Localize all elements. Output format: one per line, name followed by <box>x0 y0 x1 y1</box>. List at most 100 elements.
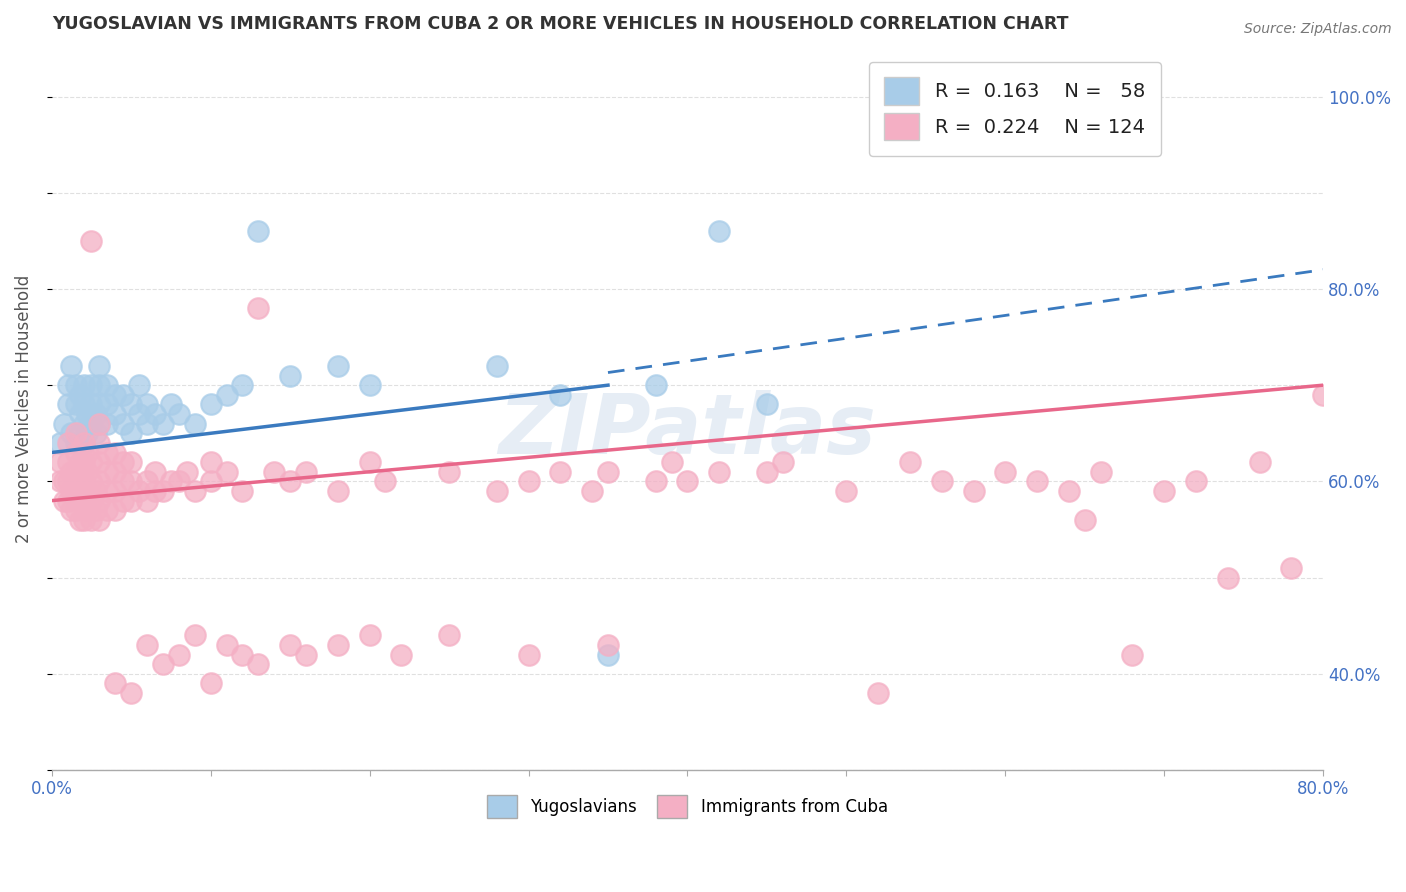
Point <box>76 483 98 498</box>
Point <box>485 483 508 498</box>
Point <box>128 407 150 421</box>
Point <box>931 475 953 489</box>
Point <box>56 397 79 411</box>
Point <box>550 388 572 402</box>
Point <box>104 483 127 498</box>
Point <box>1185 475 1208 489</box>
Point <box>104 445 127 459</box>
Point <box>772 455 794 469</box>
Point <box>644 378 666 392</box>
Point <box>143 407 166 421</box>
Point <box>644 475 666 489</box>
Text: YUGOSLAVIAN VS IMMIGRANTS FROM CUBA 2 OR MORE VEHICLES IN HOUSEHOLD CORRELATION : YUGOSLAVIAN VS IMMIGRANTS FROM CUBA 2 OR… <box>52 15 1069 33</box>
Point <box>80 475 103 489</box>
Point <box>184 417 207 431</box>
Point <box>96 397 118 411</box>
Point <box>112 493 135 508</box>
Point <box>65 445 87 459</box>
Point <box>128 483 150 498</box>
Point <box>437 628 460 642</box>
Point <box>374 475 396 489</box>
Point <box>120 475 142 489</box>
Point <box>136 475 159 489</box>
Point <box>1057 483 1080 498</box>
Point <box>389 648 412 662</box>
Point <box>80 493 103 508</box>
Point <box>437 465 460 479</box>
Point <box>84 407 107 421</box>
Point <box>84 426 107 441</box>
Point <box>278 368 301 383</box>
Point <box>80 513 103 527</box>
Point <box>152 483 174 498</box>
Point <box>167 475 190 489</box>
Point <box>56 378 79 392</box>
Point <box>80 455 103 469</box>
Point <box>596 465 619 479</box>
Point <box>898 455 921 469</box>
Point <box>176 465 198 479</box>
Point <box>65 503 87 517</box>
Point <box>1121 648 1143 662</box>
Point <box>89 417 111 431</box>
Point <box>231 378 253 392</box>
Point <box>231 483 253 498</box>
Point <box>72 436 94 450</box>
Point <box>69 426 91 441</box>
Point <box>65 465 87 479</box>
Point <box>69 475 91 489</box>
Point <box>755 397 778 411</box>
Point <box>72 436 94 450</box>
Point <box>485 359 508 373</box>
Point <box>676 475 699 489</box>
Point <box>69 455 91 469</box>
Point <box>1153 483 1175 498</box>
Point <box>89 359 111 373</box>
Point <box>359 628 381 642</box>
Point <box>835 483 858 498</box>
Point <box>160 397 183 411</box>
Point <box>1249 455 1271 469</box>
Point <box>247 301 270 316</box>
Point <box>550 465 572 479</box>
Point <box>596 638 619 652</box>
Point <box>326 638 349 652</box>
Point <box>1026 475 1049 489</box>
Point <box>200 676 222 690</box>
Point <box>89 417 111 431</box>
Point <box>104 465 127 479</box>
Point <box>104 503 127 517</box>
Point <box>1216 571 1239 585</box>
Point <box>76 407 98 421</box>
Point <box>48 475 70 489</box>
Point <box>120 426 142 441</box>
Point <box>65 483 87 498</box>
Point <box>59 426 82 441</box>
Point <box>69 513 91 527</box>
Point <box>53 417 76 431</box>
Point <box>96 503 118 517</box>
Point <box>1312 388 1334 402</box>
Point <box>120 397 142 411</box>
Point <box>89 397 111 411</box>
Point <box>661 455 683 469</box>
Point <box>709 224 731 238</box>
Point <box>84 503 107 517</box>
Point <box>359 378 381 392</box>
Point <box>59 359 82 373</box>
Point <box>72 397 94 411</box>
Point <box>65 378 87 392</box>
Point <box>59 483 82 498</box>
Point <box>200 475 222 489</box>
Point <box>994 465 1017 479</box>
Point <box>152 657 174 672</box>
Point <box>278 638 301 652</box>
Point <box>104 388 127 402</box>
Point <box>69 388 91 402</box>
Point <box>215 388 238 402</box>
Point <box>709 465 731 479</box>
Point <box>1074 513 1097 527</box>
Point <box>517 648 540 662</box>
Point <box>326 359 349 373</box>
Point <box>263 465 285 479</box>
